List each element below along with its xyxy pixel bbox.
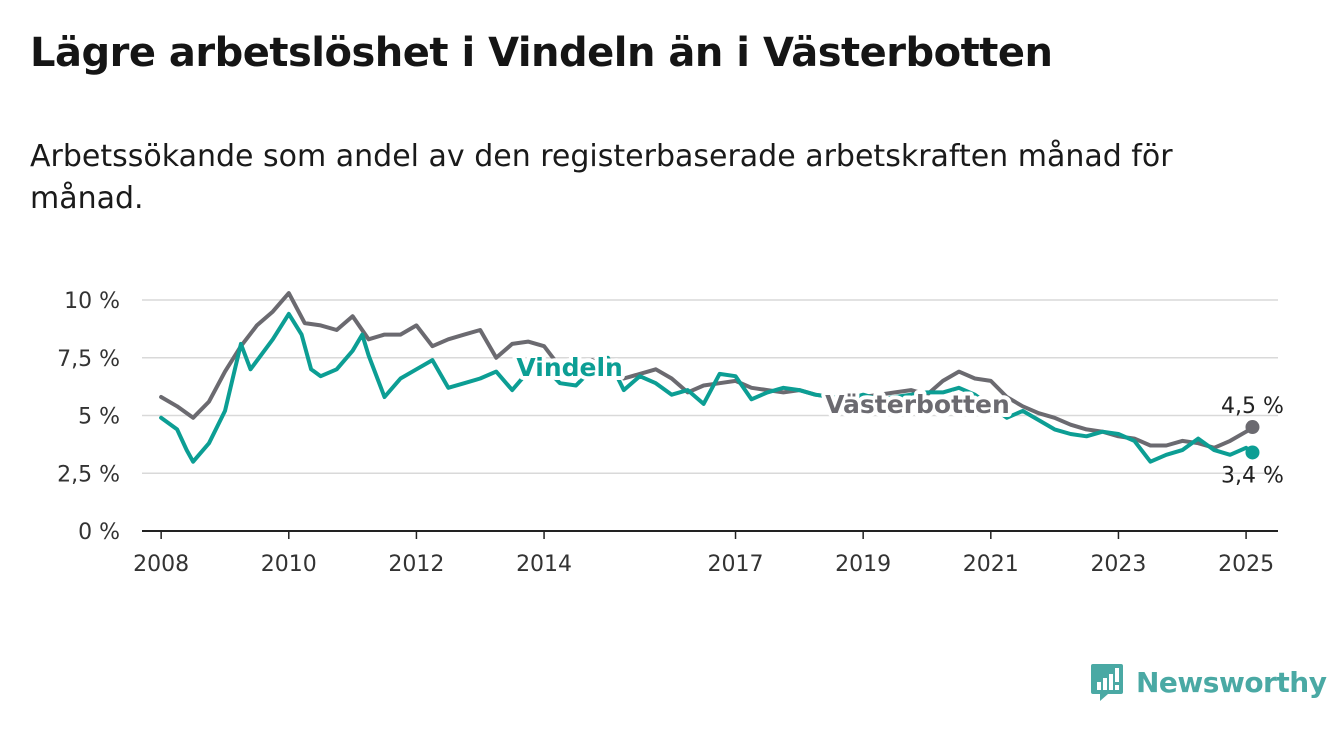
line-chart: 0 % 2,5 % 5 % 7,5 % 10 % 2008 2010 2012 2014 201…	[57, 289, 1284, 577]
series-line-västerbotten	[159, 291, 1255, 450]
end-marker	[1245, 445, 1260, 460]
x-tick-label: 2021	[963, 552, 1019, 577]
y-tick-label: 2,5 %	[57, 462, 120, 487]
x-tick-label: 2023	[1090, 552, 1146, 577]
x-tick-label: 2014	[516, 552, 572, 577]
x-axis: 2008 2010 2012 2014 2017 2019 2021 2023 2025	[133, 530, 1278, 577]
series-label: Västerbotten	[825, 390, 1010, 419]
y-tick-label: 7,5 %	[57, 347, 120, 372]
y-axis-ticks: 0 % 2,5 % 5 % 7,5 % 10 %	[57, 289, 120, 545]
x-tick-label: 2017	[708, 552, 764, 577]
end-value-label: 3,4 %	[1221, 463, 1284, 488]
series-labels: 4,5 % 3,4 % Vindeln Västerbotten	[512, 349, 1284, 488]
x-tick-label: 2019	[835, 552, 891, 577]
grid-lines	[142, 299, 1278, 474]
brand-logo: Newsworthy	[1090, 660, 1327, 704]
series-label: Vindeln	[516, 353, 623, 382]
end-marker	[1245, 420, 1260, 435]
x-tick-label: 2008	[133, 552, 189, 577]
y-tick-label: 5 %	[78, 405, 120, 430]
end-value-label: 4,5 %	[1221, 394, 1284, 419]
y-tick-label: 0 %	[78, 520, 120, 545]
series-lines	[159, 291, 1260, 464]
series-line-vindeln	[159, 311, 1255, 464]
y-tick-label: 10 %	[64, 289, 120, 314]
brand-name: Newsworthy	[1136, 665, 1327, 699]
x-tick-label: 2010	[261, 552, 317, 577]
page-title: Lägre arbetslöshet i Vindeln än i Väster…	[30, 30, 1053, 76]
x-tick-label: 2012	[388, 552, 444, 577]
x-tick-label: 2025	[1218, 552, 1274, 577]
newsworthy-logo-icon	[1091, 664, 1123, 701]
page-subtitle: Arbetssökande som andel av den registerb…	[30, 139, 1173, 216]
